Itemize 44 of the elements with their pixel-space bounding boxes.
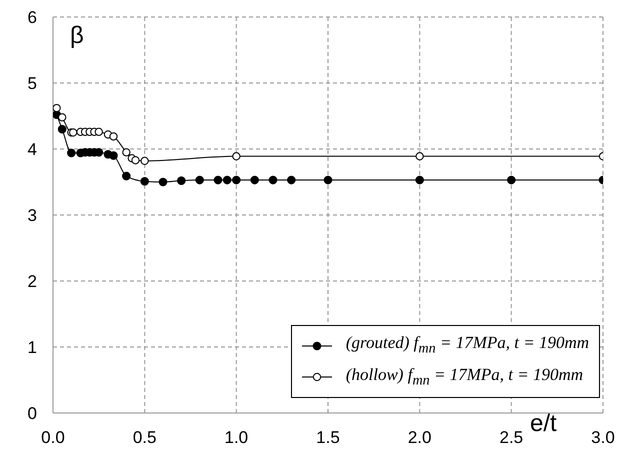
point xyxy=(58,124,66,134)
point xyxy=(53,104,61,112)
point xyxy=(507,176,516,184)
point xyxy=(140,156,149,165)
y-tick-label: 3 xyxy=(28,206,37,225)
y-tick-label: 4 xyxy=(28,140,37,159)
point xyxy=(122,172,131,180)
y-tick-label: 1 xyxy=(28,338,37,357)
x-tick-label: 3.0 xyxy=(591,428,615,447)
point xyxy=(416,152,424,160)
x-tick-label: 0.0 xyxy=(41,428,65,447)
point xyxy=(177,176,186,185)
x-tick-label: 1.5 xyxy=(316,428,340,447)
x-tick-label: 1.0 xyxy=(224,428,248,447)
point xyxy=(58,113,66,122)
point xyxy=(158,178,168,186)
point xyxy=(122,148,130,156)
point xyxy=(140,177,149,186)
x-tick-label: 2.0 xyxy=(408,428,432,447)
point xyxy=(109,151,118,160)
x-axis-title: e/t xyxy=(530,410,557,438)
y-axis-title: β xyxy=(70,22,84,50)
y-tick-label: 2 xyxy=(28,272,37,291)
point xyxy=(222,176,232,184)
y-tick-label: 6 xyxy=(28,8,37,27)
point xyxy=(131,156,140,164)
point xyxy=(109,132,118,141)
x-tick-label: 0.5 xyxy=(132,428,156,447)
legend-label: (hollow) f$_{mn}$ = 17MPa, t = 190mm xyxy=(346,364,584,390)
point xyxy=(94,128,103,136)
point xyxy=(195,176,204,184)
y-tick-label: 5 xyxy=(28,74,37,93)
point xyxy=(250,176,259,184)
point xyxy=(268,176,278,184)
legend-label: (grouted) f$_{mn}$ = 17MPa, t = 190mm xyxy=(346,332,589,359)
point xyxy=(415,176,424,184)
point xyxy=(214,176,222,184)
point xyxy=(287,176,296,184)
point xyxy=(232,152,240,160)
point xyxy=(67,148,76,158)
y-tick-label: 0 xyxy=(28,404,37,423)
point xyxy=(232,176,241,184)
point xyxy=(324,176,332,184)
x-tick-label: 2.5 xyxy=(500,428,524,447)
